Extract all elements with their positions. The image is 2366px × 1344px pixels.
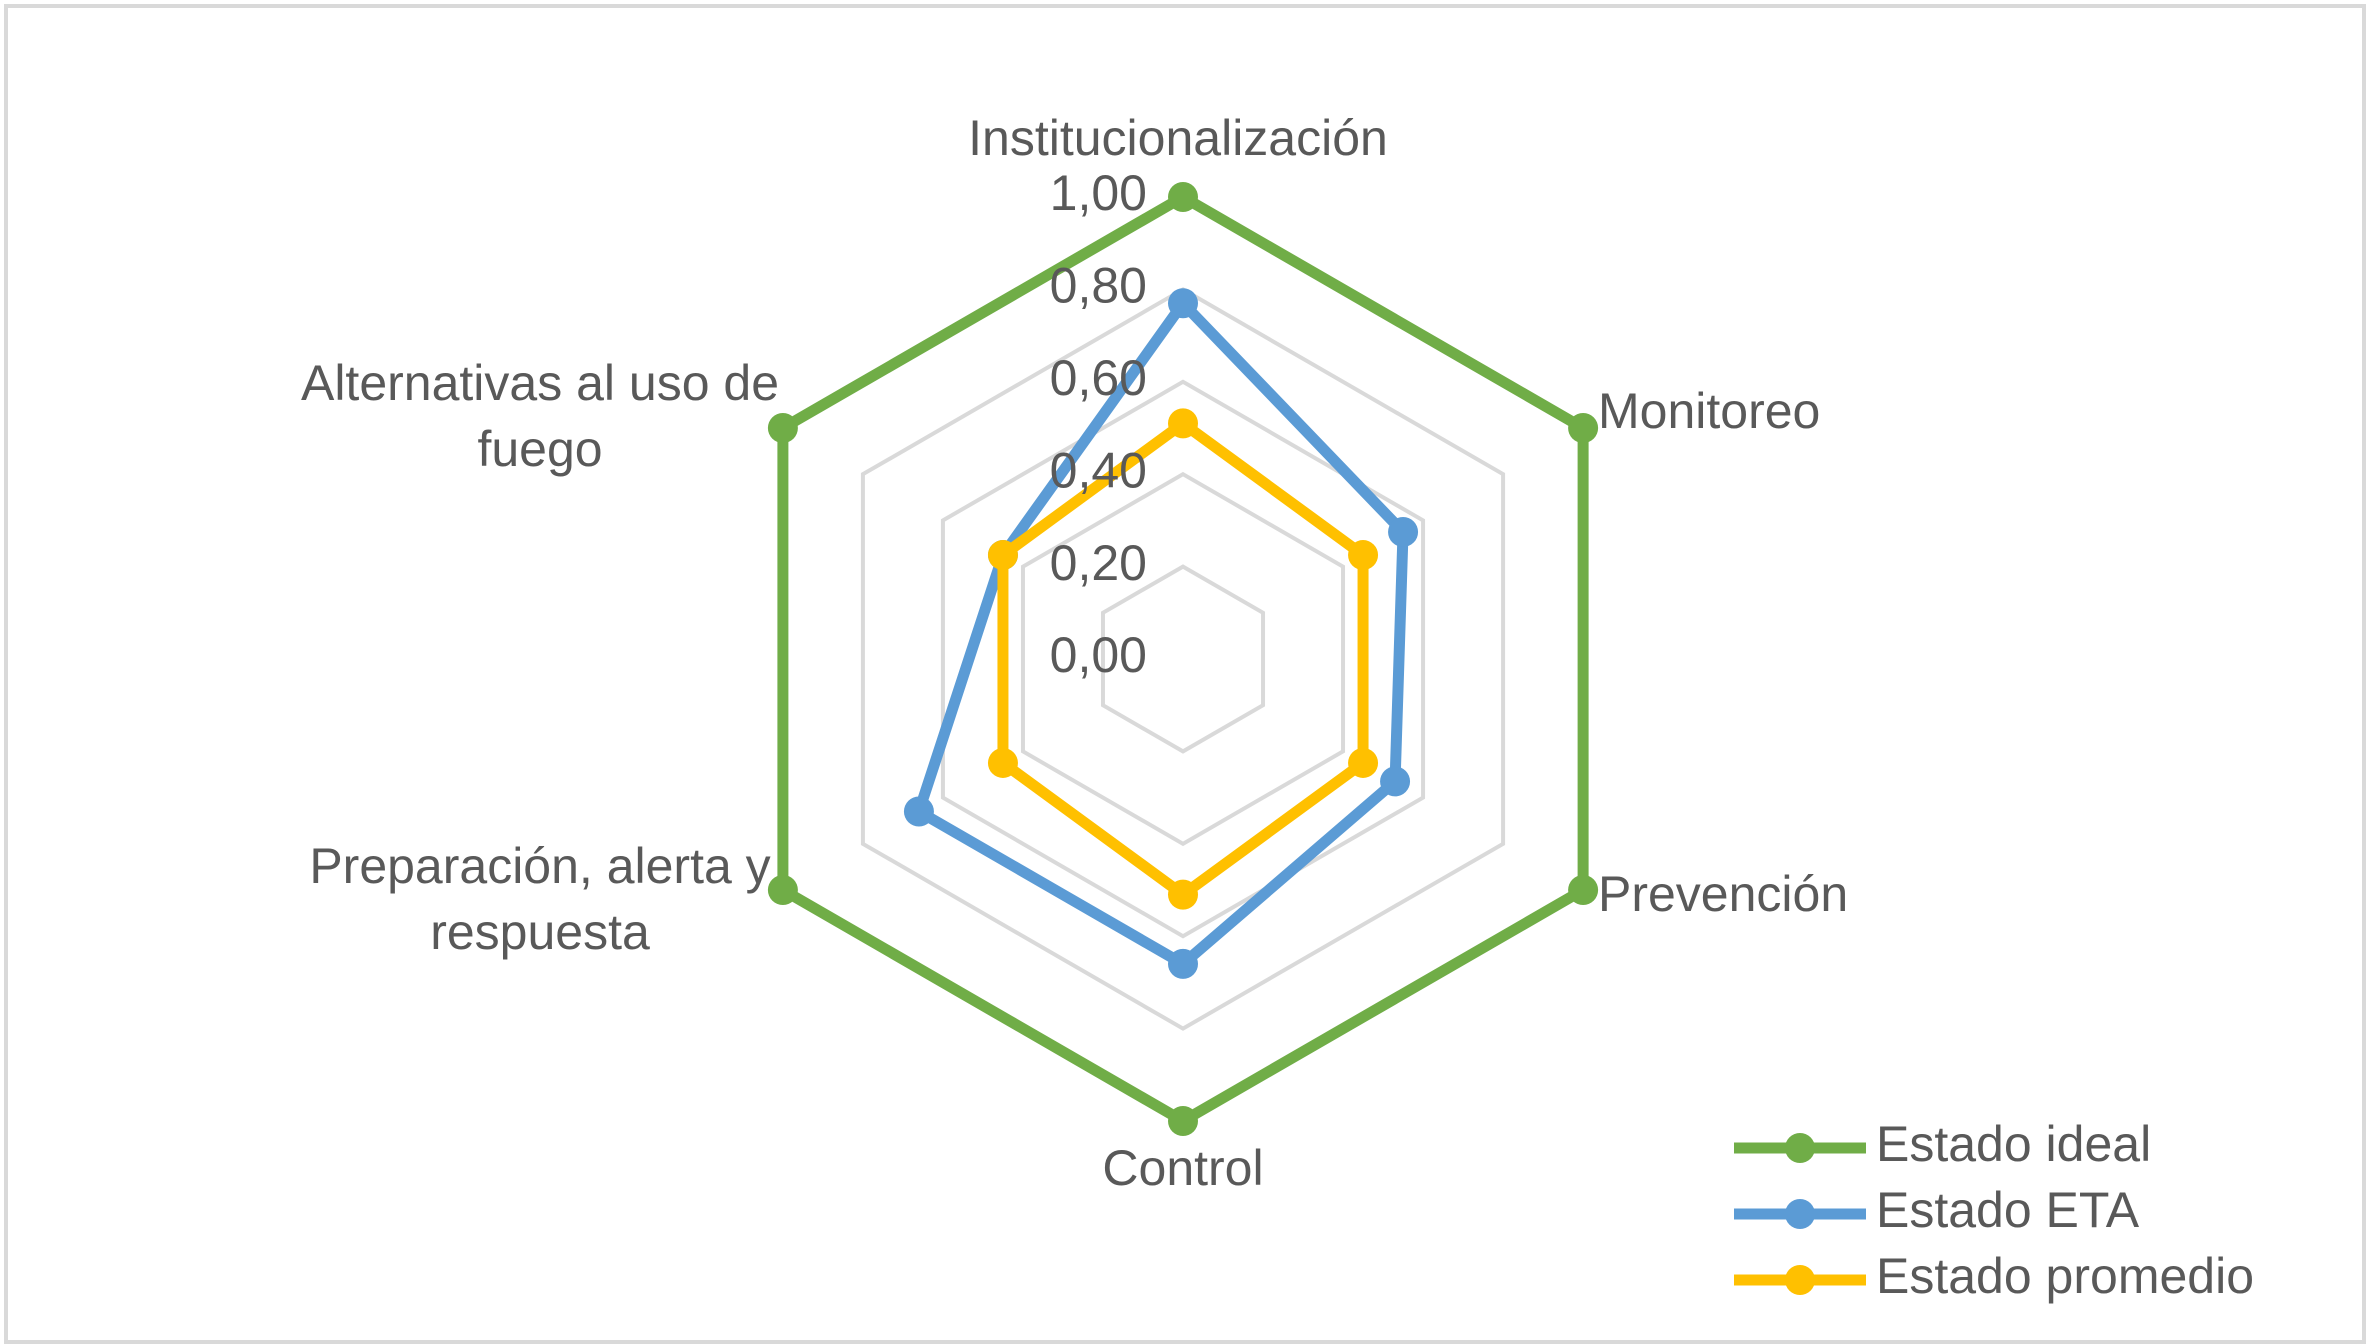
series-2-point-0 [1168,408,1198,439]
legend-marker-1 [1785,1199,1815,1229]
series-1-point-2 [1380,766,1411,797]
grid-ring-4 [860,287,1506,1031]
category-label-4: Preparación, alerta y respuesta [309,838,770,960]
legend-item-2: Estado promedio [1734,1248,2254,1304]
grid-ring-3 [940,379,1426,939]
grid-ring-2 [1020,471,1346,847]
legend-marker-2 [1785,1265,1815,1295]
series-0-point-2 [1568,875,1599,905]
series-0-point-3 [1168,1106,1198,1136]
tick-label-1: 0,20 [1050,535,1147,591]
category-label-3: Control [1102,1140,1263,1196]
legend-label-2: Estado promedio [1876,1248,2254,1304]
tick-label-5: 1,00 [1050,165,1147,221]
series-0-point-5 [767,413,798,443]
tick-label-0: 0,00 [1050,627,1147,683]
grid-ring-1 [1100,564,1266,754]
series-0 [767,182,1599,1136]
series-0-point-1 [1568,413,1599,443]
series-layer [767,182,1599,1136]
tick-label-3: 0,60 [1050,350,1147,406]
legend: Estado ideal Estado ETA Estado promedio [1734,1116,2254,1304]
series-1-point-0 [1168,288,1198,319]
series-0-point-0 [1168,182,1198,212]
series-0-point-4 [767,875,798,905]
legend-item-1: Estado ETA [1734,1182,2140,1238]
series-2 [987,408,1379,910]
category-label-1: Monitoreo [1598,383,1820,439]
grid-ring-5 [780,194,1586,1124]
legend-marker-0 [1785,1133,1815,1163]
grid-layer [780,194,1586,1124]
series-1-point-3 [1168,948,1198,979]
tick-label-4: 0,80 [1050,258,1147,314]
series-2-point-1 [1348,540,1379,571]
category-label-2: Prevención [1598,866,1848,922]
series-1-point-4 [903,796,934,827]
series-2-point-5 [987,540,1018,571]
tick-label-2: 0,40 [1050,442,1147,498]
series-2-point-2 [1348,747,1379,778]
legend-label-1: Estado ETA [1876,1182,2140,1238]
legend-label-0: Estado ideal [1876,1116,2151,1172]
tick-layer: 0,00 0,20 0,40 0,60 0,80 1,00 [1050,165,1147,683]
series-2-point-4 [987,747,1018,778]
series-1-point-1 [1388,516,1419,547]
category-label-0: Institucionalización [968,110,1388,166]
series-line-0 [777,191,1589,1127]
category-label-layer: Institucionalización Monitoreo Prevención C… [301,110,1848,1196]
legend-item-0: Estado ideal [1734,1116,2151,1172]
series-2-point-3 [1168,879,1198,910]
series-line-1 [913,297,1409,970]
category-label-5: Alternativas al uso de fuego [301,355,779,477]
